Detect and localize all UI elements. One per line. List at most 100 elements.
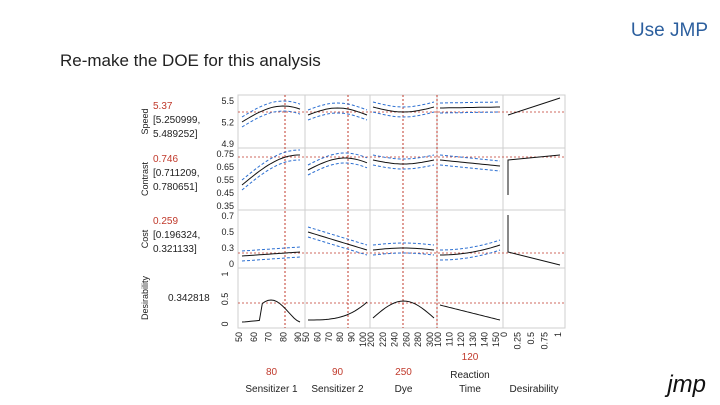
y-tick-label: 4.9 xyxy=(221,139,234,149)
cost-curve-s1-ci-lower xyxy=(241,256,301,262)
response-ci-high-2: 0.321133] xyxy=(153,244,197,255)
response-value-1: 0.746 xyxy=(153,154,178,165)
contrast-curve-s1 xyxy=(241,154,300,186)
y-tick-label: 0.65 xyxy=(216,162,234,172)
contrast-curve-s2-ci-lower xyxy=(307,162,368,176)
response-label-2: Cost xyxy=(140,229,150,248)
y-tick-label: 0.7 xyxy=(221,211,234,221)
contrast-curve-rt-ci-lower xyxy=(439,164,501,172)
x-tick-label: 120 xyxy=(456,332,466,347)
profiler-frame xyxy=(237,94,566,329)
x-tick-label: 260 xyxy=(401,332,411,347)
speed-desirability-line xyxy=(507,97,561,116)
x-tick-label: 90 xyxy=(293,332,303,342)
response-value-0: 5.37 xyxy=(153,101,173,112)
response-label-1: Contrast xyxy=(140,161,150,196)
response-ci-low-2: [0.196324, xyxy=(153,230,200,241)
factor-value-3: 120 xyxy=(462,352,479,363)
x-tick-label: 280 xyxy=(413,332,423,347)
speed-curve-dye xyxy=(372,106,435,113)
response-label-0: Speed xyxy=(140,108,150,134)
cost-curve-s2 xyxy=(307,231,368,251)
contrast-curve-s1-ci-upper xyxy=(241,149,300,181)
desirability-curve-s1 xyxy=(241,299,301,323)
contrast-curve-s1-ci-lower xyxy=(241,159,300,191)
response-label-3: Desirability xyxy=(140,275,150,320)
cost-curve-rt-ci-lower xyxy=(440,249,501,261)
y-tick-label: 0.75 xyxy=(216,149,234,159)
contrast-curve-rt xyxy=(439,159,501,167)
y-tick-label: 0.5 xyxy=(220,293,230,306)
response-value-2: 0.259 xyxy=(153,216,178,227)
y-tick-label: 5.5 xyxy=(221,96,234,106)
cost-curve-s2-ci-lower xyxy=(307,236,368,256)
cost-curve-s1 xyxy=(241,251,301,257)
x-tick-label: 130 xyxy=(468,332,478,347)
y-tick-label: 1 xyxy=(220,271,230,276)
x-tick-label: 110 xyxy=(445,332,455,346)
cost-curve-dye-ci-lower xyxy=(372,252,435,256)
factor-value-0: 80 xyxy=(266,367,278,378)
x-tick-label: 200 xyxy=(366,332,376,347)
response-ci-low-0: [5.250999, xyxy=(153,115,200,126)
response-value-3: 0.342818 xyxy=(168,293,210,304)
contrast-curve-dye-ci-upper xyxy=(372,154,435,160)
speed-curve-rt-ci-upper xyxy=(440,101,500,104)
factor-value-2: 250 xyxy=(395,367,412,378)
contrast-curve-dye-ci-lower xyxy=(372,164,435,170)
speed-curve-s2-ci-upper xyxy=(307,102,368,111)
cost-curve-s2-ci-upper xyxy=(307,226,368,246)
y-tick-label: 0.5 xyxy=(221,227,234,237)
contrast-desirability-line xyxy=(507,154,561,195)
desirability-curve-s2 xyxy=(308,301,368,321)
x-tick-label: 60 xyxy=(312,332,322,342)
x-tick-label: 50 xyxy=(234,332,244,342)
speed-curve-dye-ci-upper xyxy=(372,101,435,108)
factor-value-1: 90 xyxy=(332,367,344,378)
y-tick-label: 0 xyxy=(220,321,230,326)
speed-curve-dye-ci-lower xyxy=(372,111,435,118)
x-tick-label: 80 xyxy=(335,332,345,342)
speed-curve-rt-ci-lower xyxy=(440,111,500,114)
cost-desirability-line xyxy=(507,215,561,266)
y-tick-label: 0.55 xyxy=(216,175,234,185)
y-tick-label: 5.2 xyxy=(221,118,234,128)
x-tick-label: 0.5 xyxy=(526,332,536,345)
y-tick-label: 0 xyxy=(229,259,234,269)
x-tick-label: 240 xyxy=(390,332,400,347)
cost-curve-s1-ci-upper xyxy=(241,246,301,252)
cost-curve-rt xyxy=(440,244,501,256)
cost-curve-rt-ci-upper xyxy=(440,239,501,251)
x-tick-label: 100 xyxy=(358,332,368,347)
y-tick-label: 0.35 xyxy=(216,201,234,211)
x-tick-label: 100 xyxy=(433,332,443,347)
desirability-curve-rt xyxy=(439,304,501,321)
x-tick-label: 150 xyxy=(491,332,501,347)
jmp-logo-text: jmp xyxy=(667,371,706,398)
factor-name-1: Sensitizer 2 xyxy=(311,384,364,395)
speed-curve-rt xyxy=(440,106,500,109)
x-tick-label: 140 xyxy=(479,332,489,347)
factor-name-4: Desirability xyxy=(510,384,559,395)
x-tick-label: 80 xyxy=(278,332,288,342)
x-tick-label: 60 xyxy=(249,332,259,342)
x-tick-label: 90 xyxy=(347,332,357,342)
speed-curve-s1-ci-lower xyxy=(241,110,301,128)
factor-name-3-a: Reaction xyxy=(450,370,489,381)
speed-curve-s1-ci-upper xyxy=(241,100,301,118)
factor-name-0: Sensitizer 1 xyxy=(245,384,298,395)
speed-curve-s2 xyxy=(307,107,368,116)
y-tick-label: 0.45 xyxy=(216,188,234,198)
contrast-curve-s2-ci-upper xyxy=(307,152,368,166)
response-ci-low-1: [0.711209, xyxy=(153,168,200,179)
x-tick-label: 70 xyxy=(264,332,274,342)
slide-subtitle: Re-make the DOE for this analysis xyxy=(60,51,321,70)
x-tick-label: 50 xyxy=(301,332,311,342)
response-ci-high-0: 5.489252] xyxy=(153,129,198,140)
contrast-curve-s2 xyxy=(307,157,368,171)
speed-curve-s1 xyxy=(241,105,301,123)
factor-name-2: Dye xyxy=(395,384,413,395)
desirability-curve-dye xyxy=(372,300,435,319)
contrast-curve-rt-ci-upper xyxy=(439,154,501,162)
